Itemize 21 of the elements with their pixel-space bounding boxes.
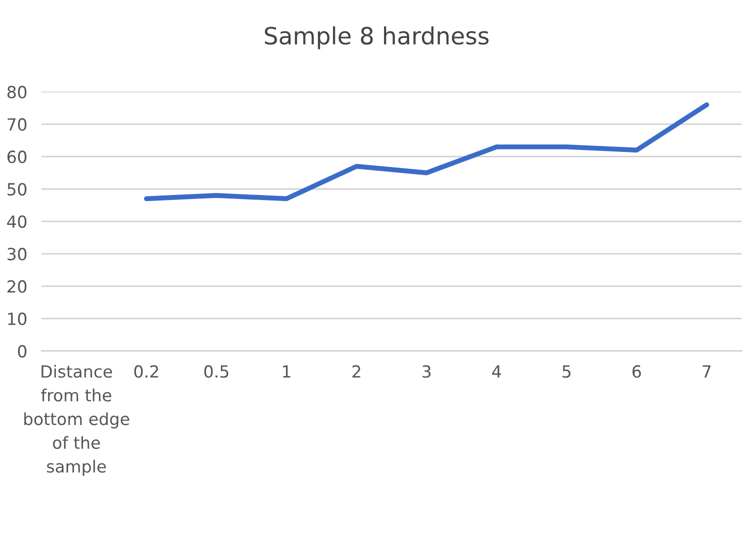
line-series <box>144 102 710 202</box>
y-tick-label: 50 <box>8 182 26 196</box>
y-tick-label: 10 <box>8 312 26 326</box>
x-tick-label: 2 <box>352 365 360 378</box>
x-tick-label: 3 <box>422 365 431 378</box>
y-tick-label: 40 <box>7 215 26 228</box>
y-tick-label: 20 <box>8 280 26 293</box>
x-tick-label: 0.2 <box>134 365 158 378</box>
x-tick-label: Distance from the bottom edge of the sample <box>24 364 130 476</box>
x-tick-label: 6 <box>632 365 641 378</box>
y-tick-label: 80 <box>7 86 26 98</box>
x-tick-label: 1 <box>283 365 290 378</box>
x-tick-label: 0.5 <box>204 365 228 378</box>
y-tick-label: 70 <box>8 118 26 131</box>
x-tick-label: 7 <box>702 365 711 378</box>
x-tick-label: 4 <box>492 365 501 378</box>
y-tick-label: 30 <box>8 248 26 260</box>
x-tick-label: 5 <box>562 365 570 378</box>
chart-title: Sample 8 hardness <box>264 26 489 50</box>
y-tick-label: 60 <box>7 150 26 164</box>
y-tick-label: 0 <box>18 344 26 358</box>
